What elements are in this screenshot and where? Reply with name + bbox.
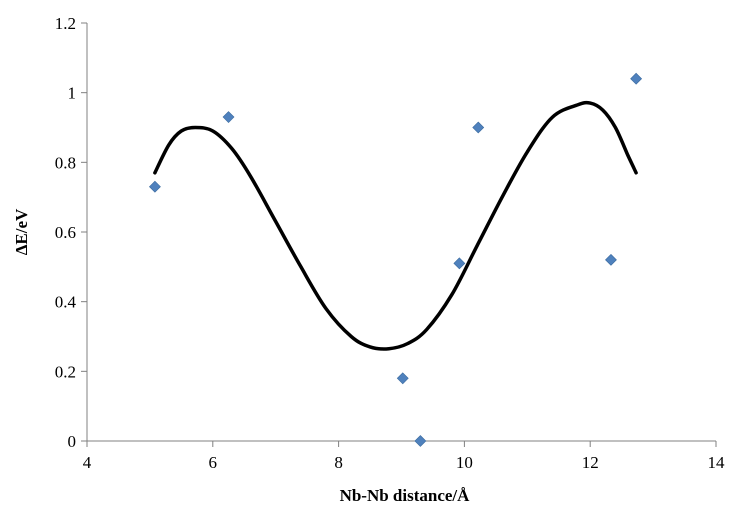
y-tick-label: 0.8 <box>55 153 76 172</box>
x-axis-title: Nb-Nb distance/Å <box>340 486 471 505</box>
x-tick-label: 8 <box>334 453 343 472</box>
y-axis-ticks <box>81 22 87 442</box>
y-tick-label: 0 <box>68 432 77 451</box>
data-markers <box>149 72 643 447</box>
trendline-curve <box>153 100 638 351</box>
x-tick-labels: 4 6 8 10 12 14 <box>83 453 725 472</box>
data-point-marker <box>453 257 466 270</box>
y-tick-label: 0.6 <box>55 223 76 242</box>
y-tick-labels: 0 0.2 0.4 0.6 0.8 1 1.2 <box>55 14 77 451</box>
x-tick-label: 12 <box>582 453 599 472</box>
data-point-marker <box>396 372 409 385</box>
x-axis-ticks <box>86 441 717 447</box>
data-point-marker <box>630 72 643 85</box>
y-tick-label: 0.4 <box>55 293 77 312</box>
y-tick-label: 1 <box>68 84 77 103</box>
data-point-marker <box>414 435 427 447</box>
data-point-marker <box>222 111 235 123</box>
x-tick-label: 14 <box>708 453 726 472</box>
x-tick-label: 4 <box>83 453 92 472</box>
data-point-marker <box>472 121 485 134</box>
x-tick-label: 10 <box>456 453 473 472</box>
data-point-marker <box>149 180 161 193</box>
y-axis-title: ΔE/eV <box>12 208 31 255</box>
y-tick-label: 0.2 <box>55 362 76 381</box>
y-tick-label: 1.2 <box>55 14 76 33</box>
x-tick-label: 6 <box>209 453 218 472</box>
data-point-marker <box>605 253 617 266</box>
